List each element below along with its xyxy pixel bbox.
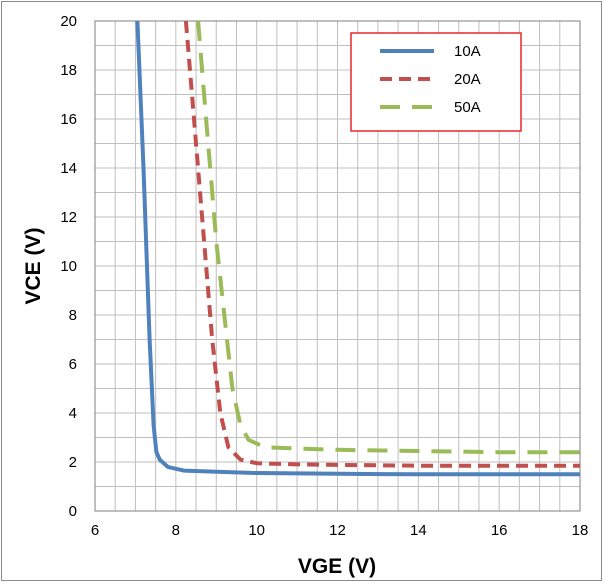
series-line-50a xyxy=(196,21,580,455)
y-tick-label: 2 xyxy=(69,454,77,471)
x-tick-label: 6 xyxy=(91,522,99,539)
series-line-20a xyxy=(183,21,580,468)
legend-label-10a: 10A xyxy=(454,43,481,60)
x-tick-label: 8 xyxy=(172,522,180,539)
y-tick-label: 10 xyxy=(60,258,77,275)
y-tick-label: 4 xyxy=(69,405,77,422)
legend-label-50a: 50A xyxy=(454,99,481,116)
y-tick-label: 18 xyxy=(60,62,77,79)
y-tick-label: 20 xyxy=(60,13,77,30)
y-axis-title: VCE (V) xyxy=(22,227,45,304)
x-tick-label: 12 xyxy=(329,522,346,539)
y-tick-label: 8 xyxy=(69,307,77,324)
y-tick-labels: 0 2 4 6 8 10 12 14 16 18 20 xyxy=(60,13,77,520)
plot-area-border xyxy=(94,20,581,512)
y-tick-label: 12 xyxy=(60,209,77,226)
x-tick-label: 10 xyxy=(248,522,265,539)
x-tick-labels: 6 8 10 12 14 16 18 xyxy=(91,522,589,539)
y-tick-label: 0 xyxy=(69,503,77,520)
legend-box xyxy=(350,32,522,132)
x-tick-label: 18 xyxy=(572,522,589,539)
series-line-10a xyxy=(135,21,580,477)
legend: 10A 20A 50A xyxy=(350,32,522,132)
y-tick-label: 14 xyxy=(60,160,77,177)
x-tick-label: 16 xyxy=(491,522,508,539)
x-axis-title: VGE (V) xyxy=(298,555,376,578)
x-tick-label: 14 xyxy=(410,522,427,539)
y-tick-label: 16 xyxy=(60,111,77,128)
legend-label-20a: 20A xyxy=(454,71,481,88)
series-lines xyxy=(135,21,580,477)
y-tick-label: 6 xyxy=(69,356,77,373)
